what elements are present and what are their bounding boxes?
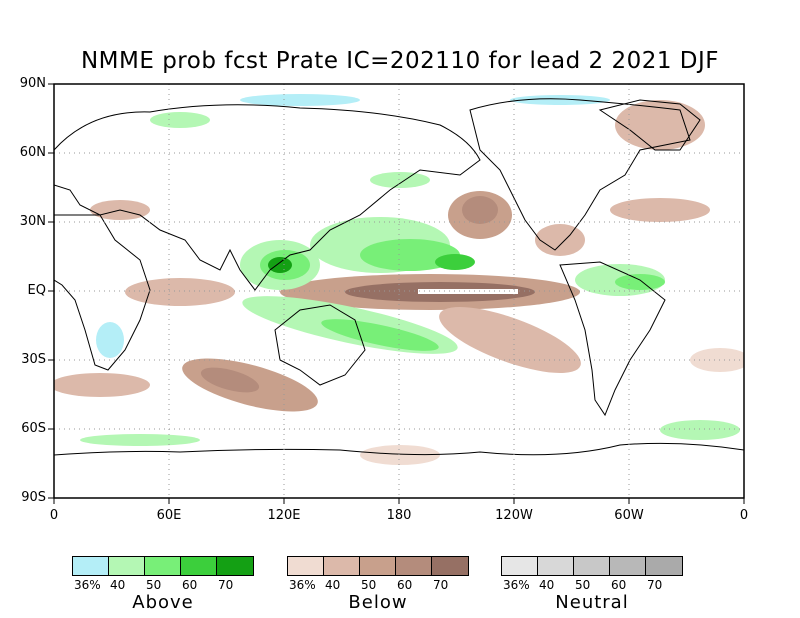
legend-above-tick: 60	[182, 578, 198, 592]
legend-above-tick: 36%	[74, 578, 101, 592]
above-normal-regions	[80, 94, 740, 446]
legend-below-tick: 60	[397, 578, 413, 592]
lat-label-30s: 30S	[21, 352, 46, 367]
legend-neutral-tick: 70	[647, 578, 663, 592]
lon-label-120e: 120E	[267, 508, 301, 523]
legend-below-swatch	[324, 557, 360, 575]
legend-above-swatches	[72, 556, 254, 576]
legend-neutral-tick: 50	[575, 578, 591, 592]
legend-neutral-swatch	[502, 557, 538, 575]
legend-neutral-swatch	[574, 557, 610, 575]
lon-label-60w: 60W	[614, 508, 644, 523]
legend-neutral-swatch	[646, 557, 682, 575]
legend-neutral-label: Neutral	[555, 592, 629, 613]
lon-label-0-left: 0	[49, 508, 59, 523]
legend-neutral-swatch	[538, 557, 574, 575]
legend-below-tick: 36%	[289, 578, 316, 592]
legend-above-swatch	[217, 557, 253, 575]
lat-label-60n: 60N	[19, 145, 46, 160]
legend-below-tick: 40	[325, 578, 341, 592]
legend-below-swatch	[360, 557, 396, 575]
legend-neutral-swatch	[610, 557, 646, 575]
legend-neutral-tick: 36%	[503, 578, 530, 592]
legend-below-swatch	[432, 557, 468, 575]
lat-label-60s: 60S	[21, 421, 46, 436]
lon-label-60e: 60E	[156, 508, 182, 523]
legend-above-swatch	[145, 557, 181, 575]
legend-below-swatch	[396, 557, 432, 575]
legend-above-label: Above	[132, 592, 194, 613]
legend-above-swatch	[181, 557, 217, 575]
coastlines	[54, 98, 744, 456]
legend-above-swatch	[109, 557, 145, 575]
lat-label-30n: 30N	[19, 214, 46, 229]
legend-above-tick: 40	[110, 578, 126, 592]
lon-label-120w: 120W	[495, 508, 533, 523]
legend-above-swatch	[73, 557, 109, 575]
legend-neutral-tick: 60	[611, 578, 627, 592]
graticule	[54, 84, 744, 498]
lon-label-180: 180	[386, 508, 412, 523]
legend-below-tick: 70	[433, 578, 449, 592]
legend-above-tick: 50	[146, 578, 162, 592]
legend-below: 36% 40 50 60 70 Below	[287, 556, 469, 613]
legend-neutral-swatches	[501, 556, 683, 576]
legend-neutral: 36% 40 50 60 70 Neutral	[501, 556, 683, 613]
below-normal-regions	[54, 100, 744, 465]
legend-below-label: Below	[348, 592, 408, 613]
map-title: NMME prob fcst Prate IC=202110 for lead …	[80, 48, 720, 74]
legend-above-tick: 70	[218, 578, 234, 592]
lon-label-0-right: 0	[739, 508, 749, 523]
legend-neutral-tick: 40	[539, 578, 555, 592]
lat-label-90n: 90N	[19, 76, 46, 91]
lat-label-eq: EQ	[27, 283, 46, 298]
legend-below-tick: 50	[361, 578, 377, 592]
legend-below-swatches	[287, 556, 469, 576]
legend-above: 36% 40 50 60 70 Above	[72, 556, 254, 613]
lat-label-90s: 90S	[21, 490, 46, 505]
legend-below-swatch	[288, 557, 324, 575]
